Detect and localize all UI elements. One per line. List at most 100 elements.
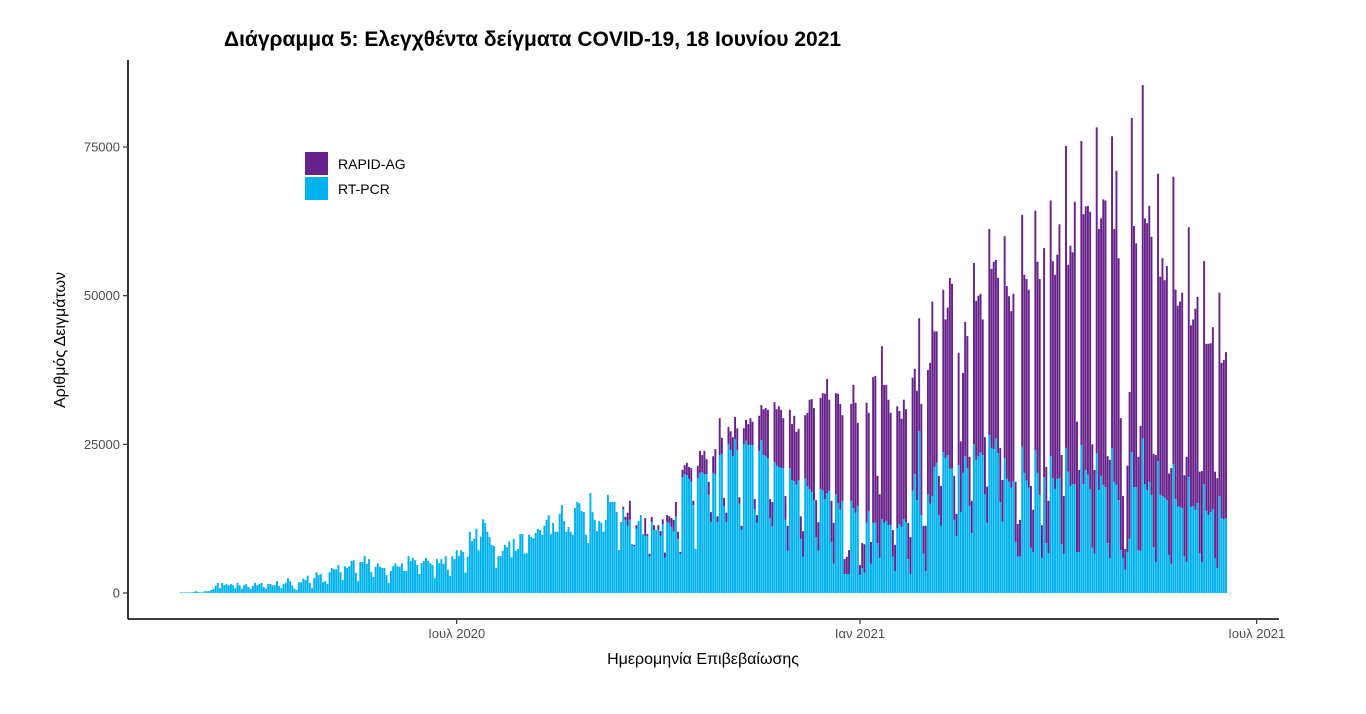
bar-rt-pcr [631, 544, 634, 593]
bar-rt-pcr [606, 494, 609, 593]
bar-rt-pcr [302, 578, 305, 593]
bar-rt-pcr [615, 512, 618, 593]
bar-rapid-ag [1211, 327, 1214, 510]
bar-rt-pcr [335, 569, 338, 593]
bar-rapid-ag [887, 399, 890, 526]
bar-rapid-ag [1137, 456, 1140, 551]
bar-rt-pcr [828, 490, 831, 593]
bar-rapid-ag [753, 499, 756, 510]
bar-rapid-ag [1021, 214, 1024, 447]
bar-rt-pcr [782, 468, 785, 593]
bar-rt-pcr [611, 502, 614, 593]
bar-rapid-ag [769, 499, 772, 519]
bar-rapid-ag [784, 496, 787, 520]
bar-rapid-ag [1200, 471, 1203, 563]
bar-rapid-ag [1100, 218, 1103, 476]
bar-rapid-ag [731, 437, 734, 457]
bar-rt-pcr [826, 493, 829, 593]
bars-layer [179, 85, 1227, 594]
bar-rt-pcr [694, 548, 697, 593]
bar-rt-pcr [280, 588, 283, 593]
bar-rt-pcr [567, 526, 570, 593]
bar-rapid-ag [902, 399, 905, 520]
bar-rt-pcr [359, 562, 362, 593]
bar-rt-pcr [613, 502, 616, 593]
bar-rt-pcr [1168, 554, 1170, 593]
bar-rapid-ag [1154, 455, 1157, 563]
bar-rt-pcr [628, 519, 631, 593]
bar-rt-pcr [560, 504, 563, 593]
bar-rapid-ag [937, 475, 940, 516]
bar-rt-pcr [536, 528, 539, 593]
bar-rapid-ag [962, 372, 964, 473]
bar-rapid-ag [1043, 248, 1046, 478]
bar-rapid-ag [859, 565, 861, 576]
bar-rapid-ag [663, 552, 666, 558]
bar-rt-pcr [569, 531, 572, 593]
bar-rapid-ag [1115, 170, 1118, 485]
bar-rapid-ag [1051, 261, 1054, 479]
bar-rapid-ag [692, 500, 695, 505]
bar-rt-pcr [341, 579, 344, 593]
bar-rt-pcr [464, 572, 467, 593]
bar-rt-pcr [179, 592, 182, 594]
bar-rapid-ag [999, 447, 1002, 503]
bar-rt-pcr [503, 544, 506, 593]
bar-rt-pcr [977, 456, 980, 593]
bar-rt-pcr [975, 459, 978, 593]
bar-rt-pcr [1102, 484, 1105, 593]
bar-rt-pcr [1012, 481, 1015, 593]
bar-rapid-ag [727, 427, 730, 445]
bar-rapid-ag [839, 403, 842, 510]
bar-rapid-ag [850, 403, 853, 501]
bar-rt-pcr [1179, 506, 1181, 593]
bar-rt-pcr [742, 444, 745, 593]
bar-rt-pcr [775, 465, 778, 593]
bar-rt-pcr [1036, 472, 1039, 593]
bar-rt-pcr [1014, 541, 1017, 593]
bar-rt-pcr [940, 525, 943, 593]
bar-rt-pcr [409, 560, 412, 593]
bar-rt-pcr [229, 584, 232, 593]
bar-rapid-ag [1181, 292, 1184, 508]
bar-rapid-ag [751, 421, 754, 445]
bar-rt-pcr [880, 519, 883, 593]
bar-rt-pcr [1034, 450, 1037, 593]
bar-rt-pcr [444, 556, 447, 593]
bar-rapid-ag [1146, 223, 1149, 491]
bar-rt-pcr [582, 512, 585, 593]
bar-rapid-ag [1194, 308, 1197, 510]
bar-rapid-ag [804, 415, 807, 479]
bar-rt-pcr [1117, 500, 1120, 593]
bar-rapid-ag [672, 519, 675, 532]
bar-rt-pcr [909, 573, 912, 593]
bar-rt-pcr [889, 525, 892, 593]
bar-rt-pcr [679, 553, 682, 593]
bar-rapid-ag [1207, 343, 1210, 516]
bar-rt-pcr [385, 575, 388, 593]
bar-rapid-ag [674, 502, 677, 517]
bar-rapid-ag [981, 319, 984, 456]
y-ticks: 0 25000 50000 75000 [84, 140, 128, 601]
bar-rt-pcr [707, 494, 710, 593]
bar-rapid-ag [795, 431, 798, 485]
bar-rt-pcr [304, 579, 307, 593]
bar-rapid-ag [994, 259, 997, 439]
legend-swatch-rapid-ag [305, 152, 328, 175]
bar-rt-pcr [1203, 484, 1206, 593]
bar-rt-pcr [1122, 557, 1124, 593]
bar-rt-pcr [365, 563, 368, 593]
bar-rt-pcr [398, 566, 401, 593]
bar-rt-pcr [238, 585, 241, 593]
bar-rt-pcr [245, 584, 248, 593]
bar-rt-pcr [692, 504, 695, 593]
bar-rt-pcr [392, 566, 395, 593]
bar-rt-pcr [501, 550, 504, 593]
bar-rt-pcr [425, 557, 427, 593]
bar-rapid-ag [1023, 274, 1026, 473]
bar-rt-pcr [308, 582, 311, 593]
bar-rapid-ag [1005, 286, 1008, 479]
bar-rapid-ag [900, 418, 903, 527]
bar-rapid-ag [1187, 227, 1190, 478]
bar-rt-pcr [911, 490, 914, 593]
